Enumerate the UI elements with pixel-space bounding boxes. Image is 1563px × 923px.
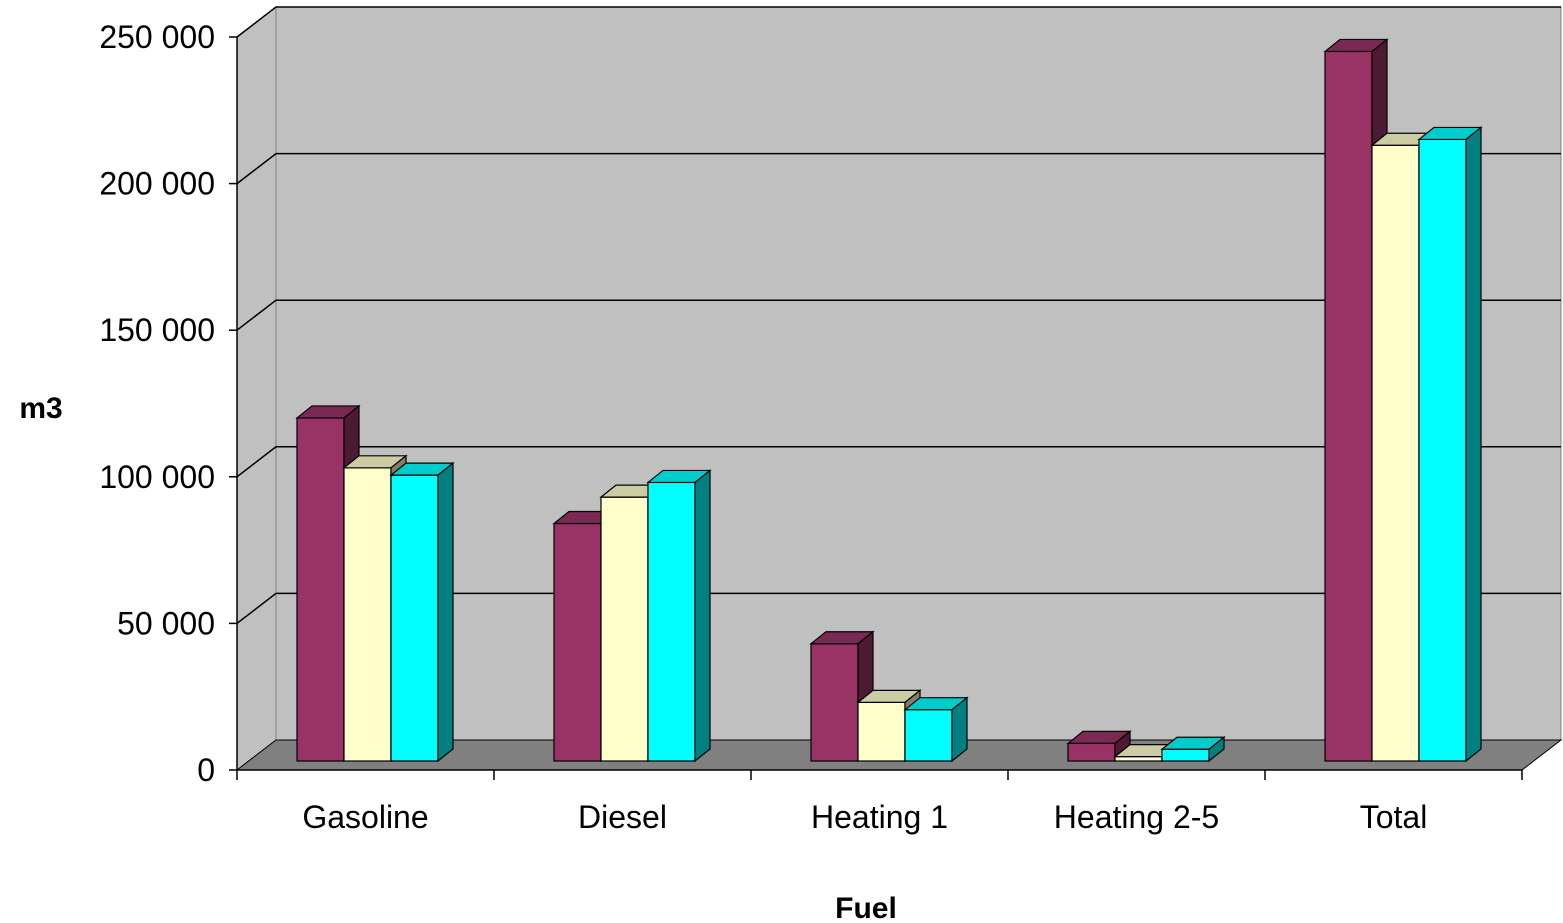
bar-gasoline-series-3 <box>389 461 455 763</box>
bar-front <box>296 417 345 762</box>
x-tick-label: Total <box>1360 799 1428 835</box>
bar-total-series-3 <box>1417 126 1483 763</box>
gridline <box>236 6 1561 38</box>
x-tick-label: Heating 1 <box>811 799 948 835</box>
bar-heating-1-series-3 <box>903 696 969 763</box>
bar-side <box>437 461 454 763</box>
gridlines <box>236 6 1561 624</box>
bar-front <box>1114 756 1163 762</box>
x-axis-title: Fuel <box>835 892 897 923</box>
y-tick-label: 200 000 <box>99 166 215 202</box>
bars <box>295 38 1483 763</box>
y-tick-label: 0 <box>197 752 215 788</box>
x-tick-label: Diesel <box>578 799 667 835</box>
y-tick-label: 50 000 <box>117 605 215 641</box>
y-tick-label: 100 000 <box>99 459 215 495</box>
bar-front <box>553 522 602 762</box>
bar-front <box>1418 138 1467 762</box>
x-tick-label: Heating 2-5 <box>1054 799 1219 835</box>
bar-front <box>1161 748 1210 762</box>
bar-side <box>1465 126 1482 763</box>
bar-front <box>857 701 906 762</box>
bar-front <box>904 709 953 762</box>
bar-side <box>1208 736 1225 763</box>
y-tick-label: 150 000 <box>99 312 215 348</box>
bar-side <box>694 469 711 763</box>
x-tick-labels: Gasoline Diesel Heating 1 Heating 2-5 Total <box>302 799 1427 835</box>
bar-front <box>1371 144 1420 762</box>
bar-diesel-series-3 <box>646 469 712 763</box>
side-wall <box>236 5 277 772</box>
y-tick-label: 250 000 <box>99 19 215 55</box>
y-axis-title: m3 <box>19 392 62 425</box>
bar-heating-2-5-series-3 <box>1160 736 1226 763</box>
gridline <box>236 299 1561 331</box>
bar-front <box>343 467 392 762</box>
gridline <box>236 592 1561 624</box>
gridline <box>236 446 1561 478</box>
bar-front <box>390 474 439 762</box>
axes <box>229 36 1523 780</box>
bar-front <box>647 481 696 762</box>
bar-front <box>600 496 649 762</box>
bar-front <box>810 643 859 762</box>
bar-front <box>1067 742 1116 762</box>
y-tick-labels: 0 50 000 100 000 150 000 200 000 250 000 <box>99 19 215 788</box>
bar-side <box>951 696 968 763</box>
gridline <box>236 152 1561 185</box>
x-tick-label: Gasoline <box>302 799 428 835</box>
bar-front <box>1324 50 1373 762</box>
